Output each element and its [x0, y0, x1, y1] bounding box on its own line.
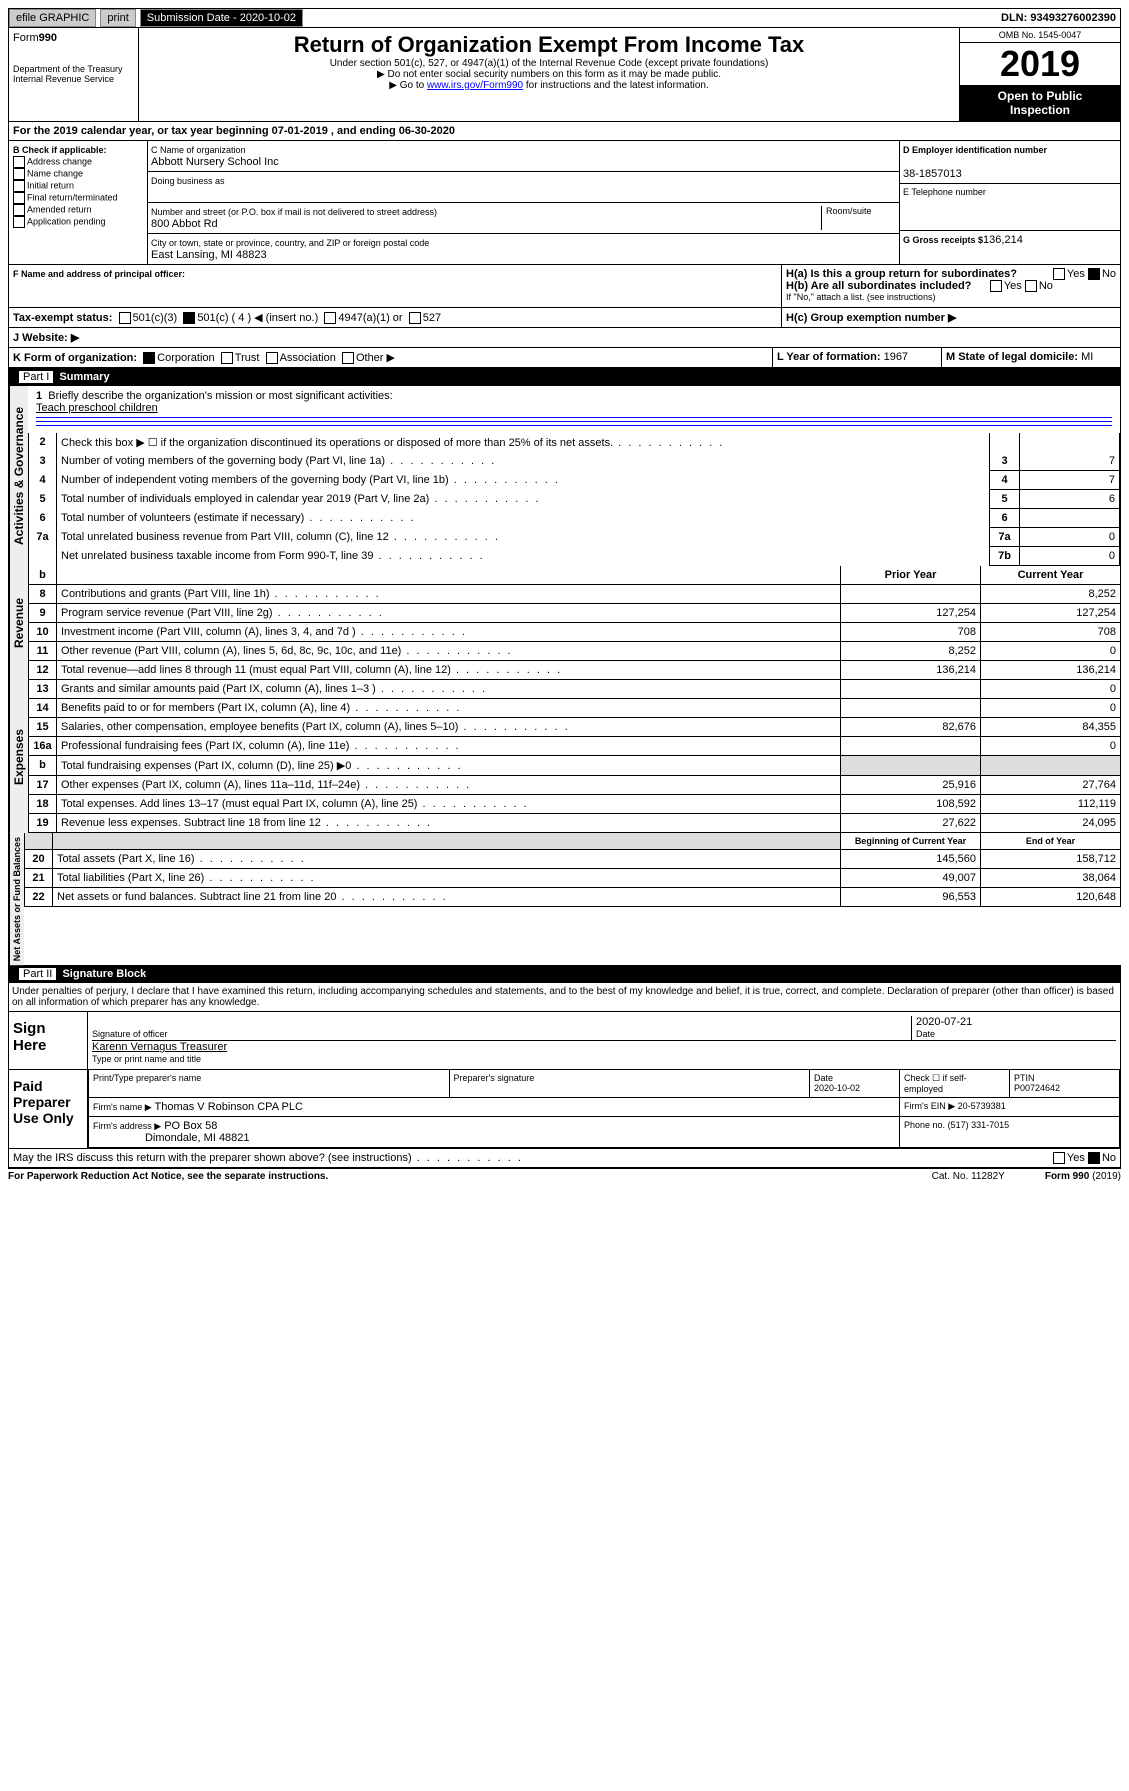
revenue-section: RevenuebPrior YearCurrent Year8Contribut… [8, 566, 1121, 680]
omb: OMB No. 1545-0047 [960, 28, 1120, 43]
check-option[interactable]: Name change [13, 168, 143, 180]
form990-link[interactable]: www.irs.gov/Form990 [427, 80, 523, 91]
data-row: 15Salaries, other compensation, employee… [28, 718, 1121, 737]
inspection-badge: Open to PublicInspection [960, 85, 1120, 121]
rev-tab: Revenue [9, 566, 28, 680]
firm-city: Dimondale, MI 48821 [145, 1132, 250, 1144]
activities-governance: Activities & Governance 1 Briefly descri… [8, 386, 1121, 566]
data-row: 17Other expenses (Part IX, column (A), l… [28, 776, 1121, 795]
net-tab: Net Assets or Fund Balances [9, 833, 24, 965]
city-lbl: City or town, state or province, country… [151, 238, 429, 248]
header-block: B Check if applicable: Address changeNam… [8, 141, 1121, 265]
sign-date: 2020-07-21 [916, 1016, 972, 1028]
form-title: Return of Organization Exempt From Incom… [143, 32, 955, 58]
data-row: 21Total liabilities (Part X, line 26)49,… [24, 869, 1121, 888]
data-row: 12Total revenue—add lines 8 through 11 (… [28, 661, 1121, 680]
expenses-section: Expenses 13Grants and similar amounts pa… [8, 680, 1121, 833]
org-addr: 800 Abbot Rd [151, 218, 218, 230]
subtitle-1: Under section 501(c), 527, or 4947(a)(1)… [143, 58, 955, 69]
data-row: 16aProfessional fundraising fees (Part I… [28, 737, 1121, 756]
perjury-text: Under penalties of perjury, I declare th… [8, 983, 1121, 1012]
f-lbl: F Name and address of principal officer: [13, 269, 185, 279]
website-lbl: J Website: ▶ [13, 332, 79, 344]
summary-line: 6Total number of volunteers (estimate if… [28, 509, 1120, 528]
check-option[interactable]: Application pending [13, 216, 143, 228]
check-option[interactable]: Amended return [13, 204, 143, 216]
year-formation: L Year of formation: 1967 [773, 348, 942, 367]
g-lbl: G Gross receipts $ [903, 235, 983, 245]
paid-preparer: Paid Preparer Use Only Print/Type prepar… [8, 1070, 1121, 1149]
q1-text: Briefly describe the organization's miss… [48, 390, 392, 402]
efile-btn[interactable]: efile GRAPHIC [9, 9, 96, 27]
data-row: 22Net assets or fund balances. Subtract … [24, 888, 1121, 907]
prep-date: 2020-10-02 [814, 1083, 860, 1093]
hc-lbl: H(c) Group exemption number ▶ [786, 312, 956, 324]
form-header: Form990 Department of the Treasury Inter… [8, 28, 1121, 122]
data-row: 8Contributions and grants (Part VIII, li… [28, 585, 1121, 604]
subtitle-3: ▶ Go to www.irs.gov/Form990 for instruct… [143, 80, 955, 91]
data-row: 18Total expenses. Add lines 13–17 (must … [28, 795, 1121, 814]
data-row: bTotal fundraising expenses (Part IX, co… [28, 756, 1121, 776]
summary-line: Net unrelated business taxable income fr… [28, 547, 1120, 566]
firm-addr: PO Box 58 [164, 1120, 217, 1132]
top-bar: efile GRAPHIC print Submission Date - 20… [8, 8, 1121, 28]
data-row: 19Revenue less expenses. Subtract line 1… [28, 814, 1121, 833]
data-row: 20Total assets (Part X, line 16)145,5601… [24, 850, 1121, 869]
tax-exempt-status: Tax-exempt status: 501(c)(3) 501(c) ( 4 … [9, 308, 782, 327]
summary-line: 2Check this box ▶ ☐ if the organization … [28, 433, 1120, 452]
gross-receipts: 136,214 [983, 234, 1023, 246]
period-line: For the 2019 calendar year, or tax year … [9, 122, 1120, 140]
part-i-header: Part I Summary [8, 368, 1121, 386]
data-row: 10Investment income (Part VIII, column (… [28, 623, 1121, 642]
dba-lbl: Doing business as [151, 176, 225, 186]
check-option[interactable]: Initial return [13, 180, 143, 192]
data-row: 9Program service revenue (Part VIII, lin… [28, 604, 1121, 623]
footer: For Paperwork Reduction Act Notice, see … [8, 1168, 1121, 1182]
ag-tab: Activities & Governance [9, 386, 28, 566]
tax-year: 2019 [960, 43, 1120, 85]
e-lbl: E Telephone number [900, 184, 1120, 231]
addr-lbl: Number and street (or P.O. box if mail i… [151, 207, 437, 217]
org-city: East Lansing, MI 48823 [151, 249, 267, 261]
sign-here: Sign Here Signature of officer2020-07-21… [8, 1012, 1121, 1070]
summary-line: 7aTotal unrelated business revenue from … [28, 528, 1120, 547]
org-name: Abbott Nursery School Inc [151, 156, 279, 168]
summary-line: 5Total number of individuals employed in… [28, 490, 1120, 509]
firm-phone: (517) 331-7015 [948, 1120, 1010, 1130]
exp-tab: Expenses [9, 680, 28, 833]
data-row: 14Benefits paid to or for members (Part … [28, 699, 1121, 718]
check-option[interactable]: Final return/terminated [13, 192, 143, 204]
officer-name: Karenn Vernagus Treasurer [92, 1041, 227, 1053]
room-lbl: Room/suite [821, 206, 896, 230]
d-lbl: D Employer identification number [903, 145, 1047, 155]
subdate-btn[interactable]: Submission Date - 2020-10-02 [140, 9, 303, 27]
firm-ein: 20-5739381 [958, 1101, 1006, 1111]
group-return: H(a) Is this a group return for subordin… [782, 265, 1120, 307]
irs: Internal Revenue Service [13, 74, 134, 84]
summary-line: 3Number of voting members of the governi… [28, 452, 1120, 471]
ptin: P00724642 [1014, 1083, 1060, 1093]
dln: DLN: 93493276002390 [1001, 12, 1120, 24]
dept: Department of the Treasury [13, 64, 134, 74]
col-eoy: End of Year [981, 833, 1121, 850]
subtitle-2: ▶ Do not enter social security numbers o… [143, 69, 955, 80]
state-domicile: M State of legal domicile: MI [942, 348, 1120, 367]
firm-name: Thomas V Robinson CPA PLC [155, 1101, 303, 1113]
print-btn[interactable]: print [100, 9, 135, 27]
part-ii-header: Part II Signature Block [8, 965, 1121, 983]
form-of-org: K Form of organization: Corporation Trus… [9, 348, 773, 367]
data-row: 11Other revenue (Part VIII, column (A), … [28, 642, 1121, 661]
mission: Teach preschool children [36, 402, 158, 414]
net-assets-section: Net Assets or Fund Balances Beginning of… [8, 833, 1121, 965]
form-label: Form [13, 32, 39, 44]
form-number: 990 [39, 32, 57, 44]
col-boy: Beginning of Current Year [841, 833, 981, 850]
discuss-line: May the IRS discuss this return with the… [9, 1149, 1120, 1167]
data-row: 13Grants and similar amounts paid (Part … [28, 680, 1121, 699]
b-label: B Check if applicable: [13, 145, 107, 155]
check-option[interactable]: Address change [13, 156, 143, 168]
ein: 38-1857013 [903, 168, 962, 180]
summary-line: 4Number of independent voting members of… [28, 471, 1120, 490]
c-name-lbl: C Name of organization [151, 145, 246, 155]
